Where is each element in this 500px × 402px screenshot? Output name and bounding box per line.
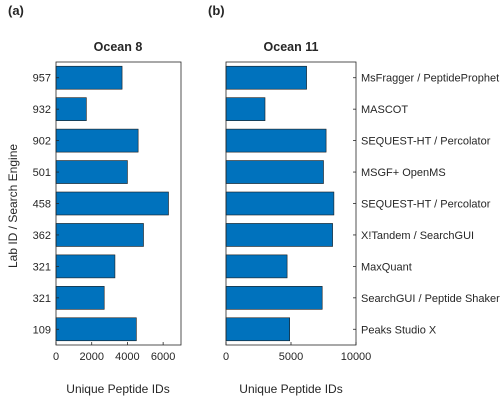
chart-a-y-tick-label: 932 [33, 104, 51, 116]
panel-label-a: (a) [8, 3, 24, 18]
chart-b-y-tick-label: X!Tandem / SearchGUI [361, 230, 474, 242]
chart-b-x-tick-label: 0 [223, 351, 229, 363]
chart-a-bar [55, 65, 123, 90]
chart-a-y-tick-label: 362 [33, 230, 51, 242]
chart-b-y-tick-label: Peaks Studio X [361, 324, 437, 336]
chart-b-y-tick-label: MaxQuant [361, 261, 412, 273]
chart-b-bar [225, 128, 327, 153]
chart-a-y-tick-label: 109 [33, 324, 51, 336]
chart-b-y-tick-label: MASCOT [361, 104, 408, 116]
chart-a-bar [55, 191, 169, 216]
chart-a-bar [55, 317, 137, 342]
chart-b-bar [225, 286, 323, 310]
chart-b-y-tick-label: MSGF+ OpenMS [361, 167, 446, 179]
chart-b-y-tick-label: SEQUEST-HT / Percolator [361, 199, 491, 211]
chart-b-bar [225, 191, 335, 216]
chart-a-y-tick-label: 957 [33, 73, 51, 85]
chart-b-bar [225, 223, 333, 247]
chart-b-y-tick-label: MsFragger / PeptideProphet [361, 73, 499, 85]
chart-a-x-tick-label: 4000 [115, 351, 139, 363]
chart-a-bar [55, 254, 116, 279]
chart-a-y-tick-label: 458 [33, 199, 51, 211]
panel-label-b: (b) [208, 3, 225, 18]
chart-b-bar [225, 317, 291, 342]
chart-a-bar [55, 223, 144, 247]
chart-b-x-tick-label: 5000 [279, 351, 303, 363]
chart-b-bar [225, 160, 324, 184]
chart-b-title: Ocean 11 [264, 40, 319, 54]
chart-b-bar [225, 97, 266, 121]
chart-b-y-tick-label: SearchGUI / Peptide Shaker [361, 293, 500, 305]
chart-panel-b: Ocean 11 Unique Peptide IDs MsFragger / … [223, 40, 500, 396]
chart-a-y-tick-label: 321 [33, 261, 51, 273]
chart-b-x-axis-label: Unique Peptide IDs [239, 382, 342, 396]
chart-a-y-tick-label: 501 [33, 167, 51, 179]
chart-a-bar [55, 97, 87, 121]
chart-b-bar [225, 65, 307, 90]
chart-a-bar [55, 160, 128, 184]
chart-a-x-tick-label: 6000 [151, 351, 175, 363]
chart-a-y-tick-label: 902 [33, 136, 51, 148]
chart-panel-a: Ocean 8 Unique Peptide IDs 957 932 902 501 4… [33, 40, 182, 396]
chart-b-bar [225, 254, 288, 279]
chart-a-x-tick-label: 0 [53, 351, 59, 363]
chart-b-x-tick-label: 10000 [341, 351, 372, 363]
chart-a-bar [55, 286, 105, 310]
chart-a-x-tick-label: 2000 [79, 351, 103, 363]
chart-a-y-tick-label: 321 [33, 293, 51, 305]
chart-a-bar [55, 128, 139, 153]
chart-b-y-tick-label: SEQUEST-HT / Percolator [361, 136, 491, 148]
shared-y-axis-label: Lab ID / Search Engine [6, 144, 20, 268]
chart-a-x-axis-label: Unique Peptide IDs [66, 382, 169, 396]
chart-a-title: Ocean 8 [94, 40, 143, 54]
